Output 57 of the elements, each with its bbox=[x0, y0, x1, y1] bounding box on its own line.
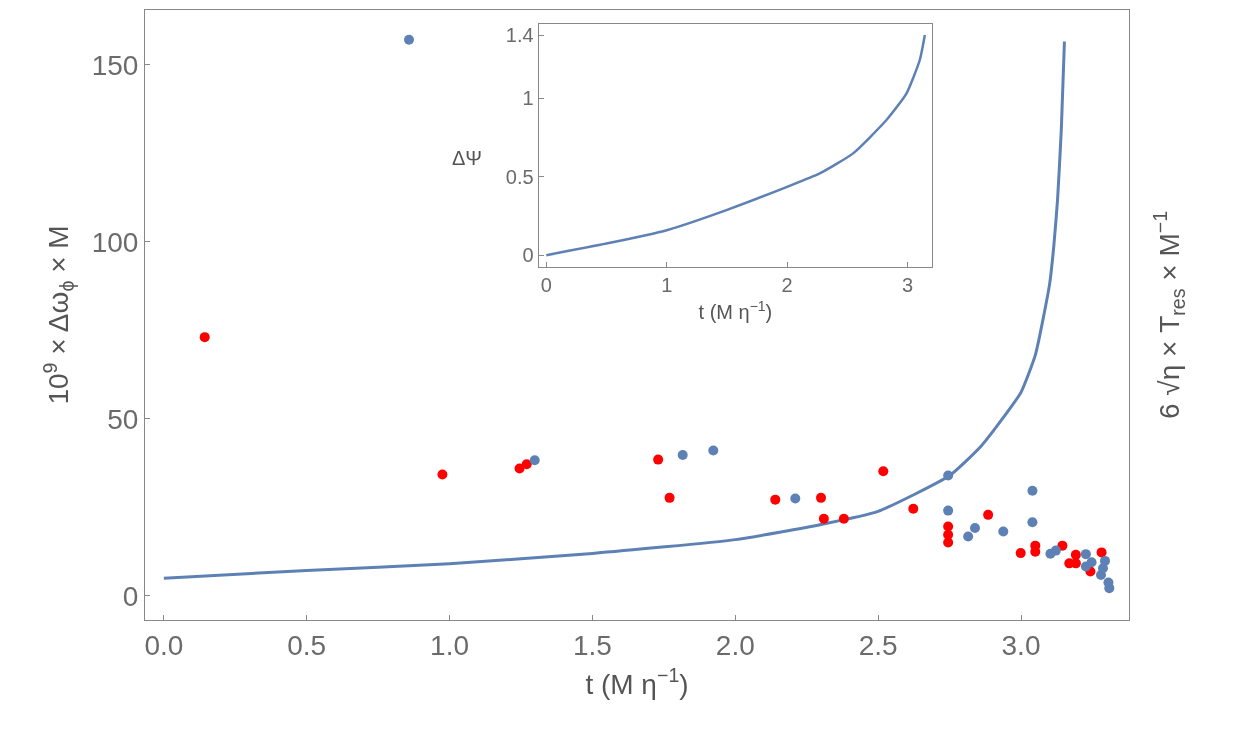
x-tick-label: 1.5 bbox=[572, 629, 612, 661]
point bbox=[770, 494, 781, 505]
y-tick-label: 150 bbox=[91, 49, 139, 81]
x-tick-label: 0 bbox=[540, 273, 552, 296]
point bbox=[653, 454, 664, 465]
point bbox=[1015, 548, 1026, 559]
y-axis-title: ΔΨ bbox=[452, 147, 483, 169]
x-tick-label: 0.0 bbox=[144, 629, 184, 661]
point bbox=[838, 513, 849, 524]
x-tick-label: 1.0 bbox=[430, 629, 470, 661]
point bbox=[437, 469, 448, 480]
point bbox=[818, 513, 829, 524]
point bbox=[816, 492, 826, 503]
point bbox=[998, 526, 1009, 537]
y-tick-label: 1.4 bbox=[505, 24, 534, 47]
point bbox=[963, 531, 974, 542]
y-tick-label: 0 bbox=[122, 580, 139, 612]
point bbox=[1027, 485, 1038, 496]
y-tick-label: 50 bbox=[107, 403, 139, 435]
point bbox=[521, 459, 532, 470]
point bbox=[1070, 549, 1081, 560]
x-tick-label: 3 bbox=[901, 273, 914, 296]
line-series bbox=[162, 40, 1066, 580]
point bbox=[404, 34, 414, 45]
y-tick-label: 1 bbox=[522, 87, 534, 110]
x-tick-label: 0.5 bbox=[287, 629, 327, 661]
point bbox=[664, 492, 675, 503]
y-tick-label: 0.5 bbox=[505, 165, 534, 188]
point bbox=[908, 503, 919, 514]
point bbox=[943, 537, 954, 548]
x-tick-label: 3.0 bbox=[1001, 629, 1041, 661]
x-tick-label: 2.0 bbox=[715, 629, 755, 661]
point bbox=[1027, 517, 1038, 528]
point bbox=[943, 470, 954, 481]
point bbox=[677, 450, 688, 461]
x-tick-label: 2.5 bbox=[858, 629, 898, 661]
line-series bbox=[545, 33, 927, 257]
point bbox=[708, 445, 719, 456]
point bbox=[970, 522, 980, 533]
point bbox=[1050, 545, 1061, 556]
point bbox=[983, 509, 994, 520]
x-tick-label: 1 bbox=[661, 273, 673, 296]
x-tick-label: 2 bbox=[781, 273, 793, 296]
x-axis-title: t (M η$^{−1}$) bbox=[585, 663, 689, 700]
point bbox=[1080, 549, 1091, 560]
point bbox=[943, 505, 954, 516]
point bbox=[199, 332, 210, 343]
point bbox=[1096, 547, 1107, 558]
point bbox=[529, 455, 540, 466]
y-tick-label: 0 bbox=[522, 244, 534, 267]
point bbox=[1104, 583, 1115, 594]
point bbox=[878, 466, 889, 477]
point bbox=[1096, 570, 1106, 581]
point bbox=[1086, 557, 1097, 568]
y-tick-label: 100 bbox=[91, 226, 139, 258]
x-axis-title: t (M η$^{−1}$) bbox=[698, 297, 773, 324]
point bbox=[790, 493, 801, 504]
